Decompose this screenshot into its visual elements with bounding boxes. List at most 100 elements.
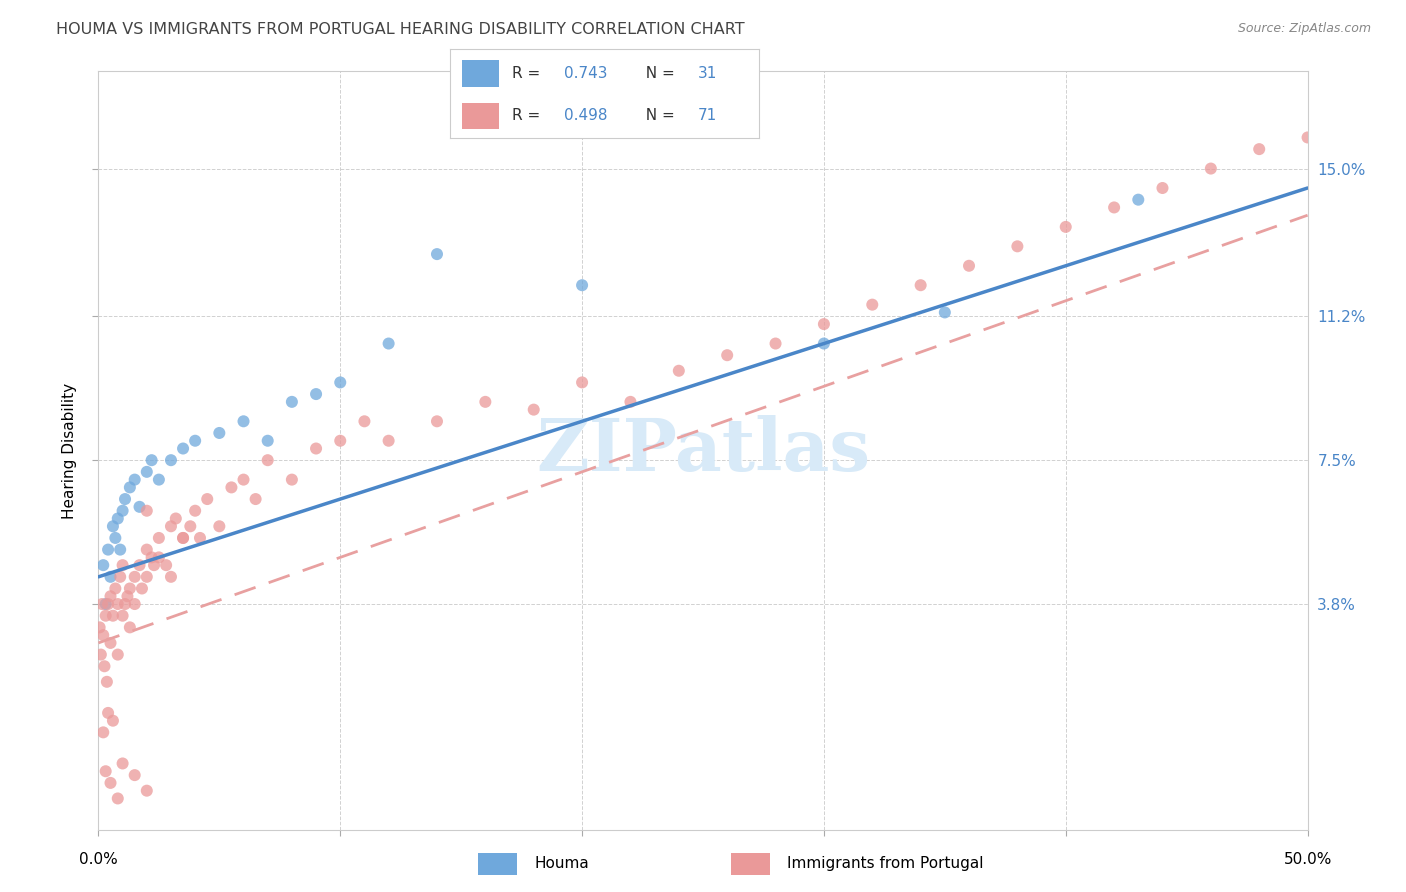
Point xyxy=(232,414,254,428)
Point xyxy=(184,434,207,448)
Point xyxy=(135,542,157,557)
Point xyxy=(97,542,120,557)
Point xyxy=(305,387,328,401)
Point xyxy=(111,504,134,518)
Point xyxy=(765,336,787,351)
Point xyxy=(90,648,112,662)
Point xyxy=(108,542,131,557)
Point xyxy=(124,473,146,487)
Point xyxy=(860,298,883,312)
Point xyxy=(89,620,111,634)
Point xyxy=(195,491,218,506)
Point xyxy=(107,597,129,611)
Point xyxy=(208,425,231,440)
Point xyxy=(1102,201,1125,215)
Point xyxy=(281,473,304,487)
Point xyxy=(571,278,593,293)
Point xyxy=(172,531,194,545)
Point xyxy=(101,519,124,533)
Point xyxy=(1054,219,1077,234)
Point xyxy=(1128,193,1150,207)
Point xyxy=(1199,161,1222,176)
Point xyxy=(141,550,163,565)
Point xyxy=(94,764,117,779)
Text: 0.743: 0.743 xyxy=(564,66,607,80)
Point xyxy=(114,597,136,611)
Point xyxy=(135,504,157,518)
Point xyxy=(474,395,496,409)
Point xyxy=(957,259,980,273)
Point xyxy=(101,608,124,623)
Text: R =: R = xyxy=(512,66,546,80)
Point xyxy=(118,480,141,494)
Text: 31: 31 xyxy=(697,66,717,80)
Point xyxy=(107,511,129,525)
Point xyxy=(91,597,114,611)
Point xyxy=(108,570,131,584)
Point xyxy=(118,620,141,634)
FancyBboxPatch shape xyxy=(731,853,770,875)
Point xyxy=(143,558,166,573)
Point xyxy=(256,453,278,467)
Point xyxy=(184,504,207,518)
Point xyxy=(128,558,150,573)
Point xyxy=(179,519,201,533)
FancyBboxPatch shape xyxy=(463,103,499,129)
Text: Immigrants from Portugal: Immigrants from Portugal xyxy=(787,855,984,871)
Point xyxy=(104,582,127,596)
Text: HOUMA VS IMMIGRANTS FROM PORTUGAL HEARING DISABILITY CORRELATION CHART: HOUMA VS IMMIGRANTS FROM PORTUGAL HEARIN… xyxy=(56,22,745,37)
Point xyxy=(104,531,127,545)
Point xyxy=(160,519,183,533)
Point xyxy=(148,531,170,545)
Text: 71: 71 xyxy=(697,109,717,123)
Point xyxy=(377,434,399,448)
Point xyxy=(91,558,114,573)
Point xyxy=(1296,130,1319,145)
Point xyxy=(1249,142,1271,156)
Point xyxy=(813,317,835,331)
Point xyxy=(114,491,136,506)
Point xyxy=(101,714,124,728)
Point xyxy=(131,582,153,596)
Point xyxy=(377,336,399,351)
Text: Source: ZipAtlas.com: Source: ZipAtlas.com xyxy=(1237,22,1371,36)
Point xyxy=(426,414,449,428)
Text: N =: N = xyxy=(636,66,679,80)
Point xyxy=(813,336,835,351)
Point xyxy=(100,570,122,584)
Point xyxy=(716,348,738,362)
Point xyxy=(93,659,115,673)
Point xyxy=(94,597,117,611)
Point xyxy=(172,531,194,545)
Point xyxy=(111,756,134,771)
Point xyxy=(107,648,129,662)
Point xyxy=(111,558,134,573)
Point xyxy=(256,434,278,448)
Point xyxy=(100,589,122,603)
Text: Houma: Houma xyxy=(534,855,589,871)
Point xyxy=(91,628,114,642)
Point xyxy=(141,453,163,467)
Point xyxy=(97,597,120,611)
Point xyxy=(329,376,352,390)
Point xyxy=(117,589,139,603)
Point xyxy=(124,570,146,584)
Point xyxy=(91,725,114,739)
Text: ZIPatlas: ZIPatlas xyxy=(536,415,870,486)
Point xyxy=(910,278,932,293)
Point xyxy=(135,570,157,584)
Point xyxy=(329,434,352,448)
Y-axis label: Hearing Disability: Hearing Disability xyxy=(62,383,77,518)
Point xyxy=(118,582,141,596)
Point xyxy=(281,395,304,409)
Point xyxy=(128,500,150,514)
Point xyxy=(111,608,134,623)
Point xyxy=(934,305,956,319)
Point xyxy=(94,608,117,623)
Text: 0.498: 0.498 xyxy=(564,109,607,123)
Point xyxy=(208,519,231,533)
Point xyxy=(232,473,254,487)
Point xyxy=(426,247,449,261)
Point xyxy=(148,550,170,565)
Point xyxy=(619,395,641,409)
